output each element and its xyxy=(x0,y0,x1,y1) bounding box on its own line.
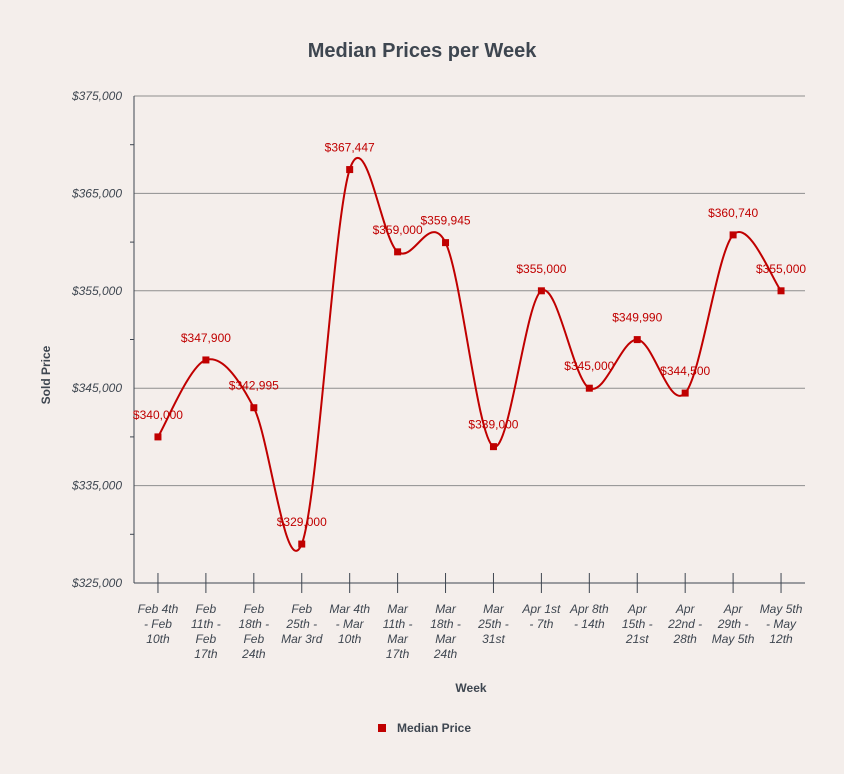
gridlines xyxy=(134,95,805,584)
data-point xyxy=(585,384,593,392)
data-labels: $340,000 $347,900 $342,995 $329,000 $367,447… xyxy=(133,141,806,529)
series-line xyxy=(157,157,782,552)
y-tick-label: $375,000 xyxy=(71,89,122,103)
x-axis: Feb 4th - Feb 10th Feb 11th -Feb 17th Feb 18th … xyxy=(138,573,803,661)
y-axis-title: Sold Price xyxy=(39,345,53,404)
data-label: $339,000 xyxy=(468,418,518,432)
legend-label: Median Price xyxy=(397,721,471,735)
x-tick-label: Apr 1st - 7th xyxy=(521,602,561,631)
data-point xyxy=(154,433,162,441)
data-label: $360,740 xyxy=(708,206,758,220)
data-point xyxy=(250,404,258,412)
x-tick-label: Mar 18th -Mar 24th xyxy=(430,602,461,661)
data-point xyxy=(681,389,689,397)
data-label: $340,000 xyxy=(133,408,183,422)
data-label: $359,000 xyxy=(373,223,423,237)
y-tick-label: $345,000 xyxy=(71,381,122,395)
x-tick-label: Apr 15th -21st xyxy=(622,602,653,646)
data-label: $355,000 xyxy=(756,262,806,276)
y-tick-label: $355,000 xyxy=(71,284,122,298)
x-tick-label: Feb 18th -Feb 24th xyxy=(238,602,269,661)
chart-title: Median Prices per Week xyxy=(308,40,538,62)
y-tick-label: $325,000 xyxy=(71,576,122,590)
y-tick-label: $335,000 xyxy=(71,479,122,493)
data-label: $345,000 xyxy=(564,359,614,373)
x-tick-label: Feb 11th -Feb 17th xyxy=(191,602,221,661)
x-tick-label: Apr 8th - 14th xyxy=(569,602,609,631)
data-point xyxy=(202,356,210,364)
data-point xyxy=(394,248,402,256)
data-label: $349,990 xyxy=(612,311,662,325)
data-point xyxy=(298,540,306,548)
legend-marker xyxy=(378,724,386,732)
legend: Median Price xyxy=(378,721,471,735)
y-axis: $325,000 $335,000 $345,000 $355,000 $365,000… xyxy=(71,89,135,590)
x-tick-label: Feb 25th -Mar 3rd xyxy=(281,602,323,646)
data-point xyxy=(442,239,450,247)
x-tick-label: Apr 29th -May 5th xyxy=(712,602,755,646)
x-tick-label: Mar 4th - Mar 10th xyxy=(329,602,370,646)
data-label: $367,447 xyxy=(325,141,375,155)
data-label: $359,945 xyxy=(421,214,471,228)
x-tick-label: Feb 4th - Feb 10th xyxy=(138,602,179,646)
x-tick-label: May 5th - May 12th xyxy=(760,602,803,646)
x-axis-title: Week xyxy=(455,681,486,695)
data-point xyxy=(489,443,497,451)
series-median-price xyxy=(154,157,785,552)
data-point xyxy=(346,166,354,174)
data-label: $347,900 xyxy=(181,331,231,345)
data-point xyxy=(729,231,737,239)
data-point xyxy=(777,287,785,295)
data-label: $329,000 xyxy=(277,515,327,529)
data-point xyxy=(537,287,545,295)
data-label: $355,000 xyxy=(516,262,566,276)
x-tick-label: Mar 11th -Mar 17th xyxy=(383,602,413,661)
data-point xyxy=(633,336,641,344)
x-tick-label: Apr 22nd -28th xyxy=(667,602,702,646)
x-tick-label: Mar 25th -31st xyxy=(477,602,509,646)
data-label: $342,995 xyxy=(229,379,279,393)
data-label: $344,500 xyxy=(660,364,710,378)
y-tick-label: $365,000 xyxy=(71,186,122,200)
